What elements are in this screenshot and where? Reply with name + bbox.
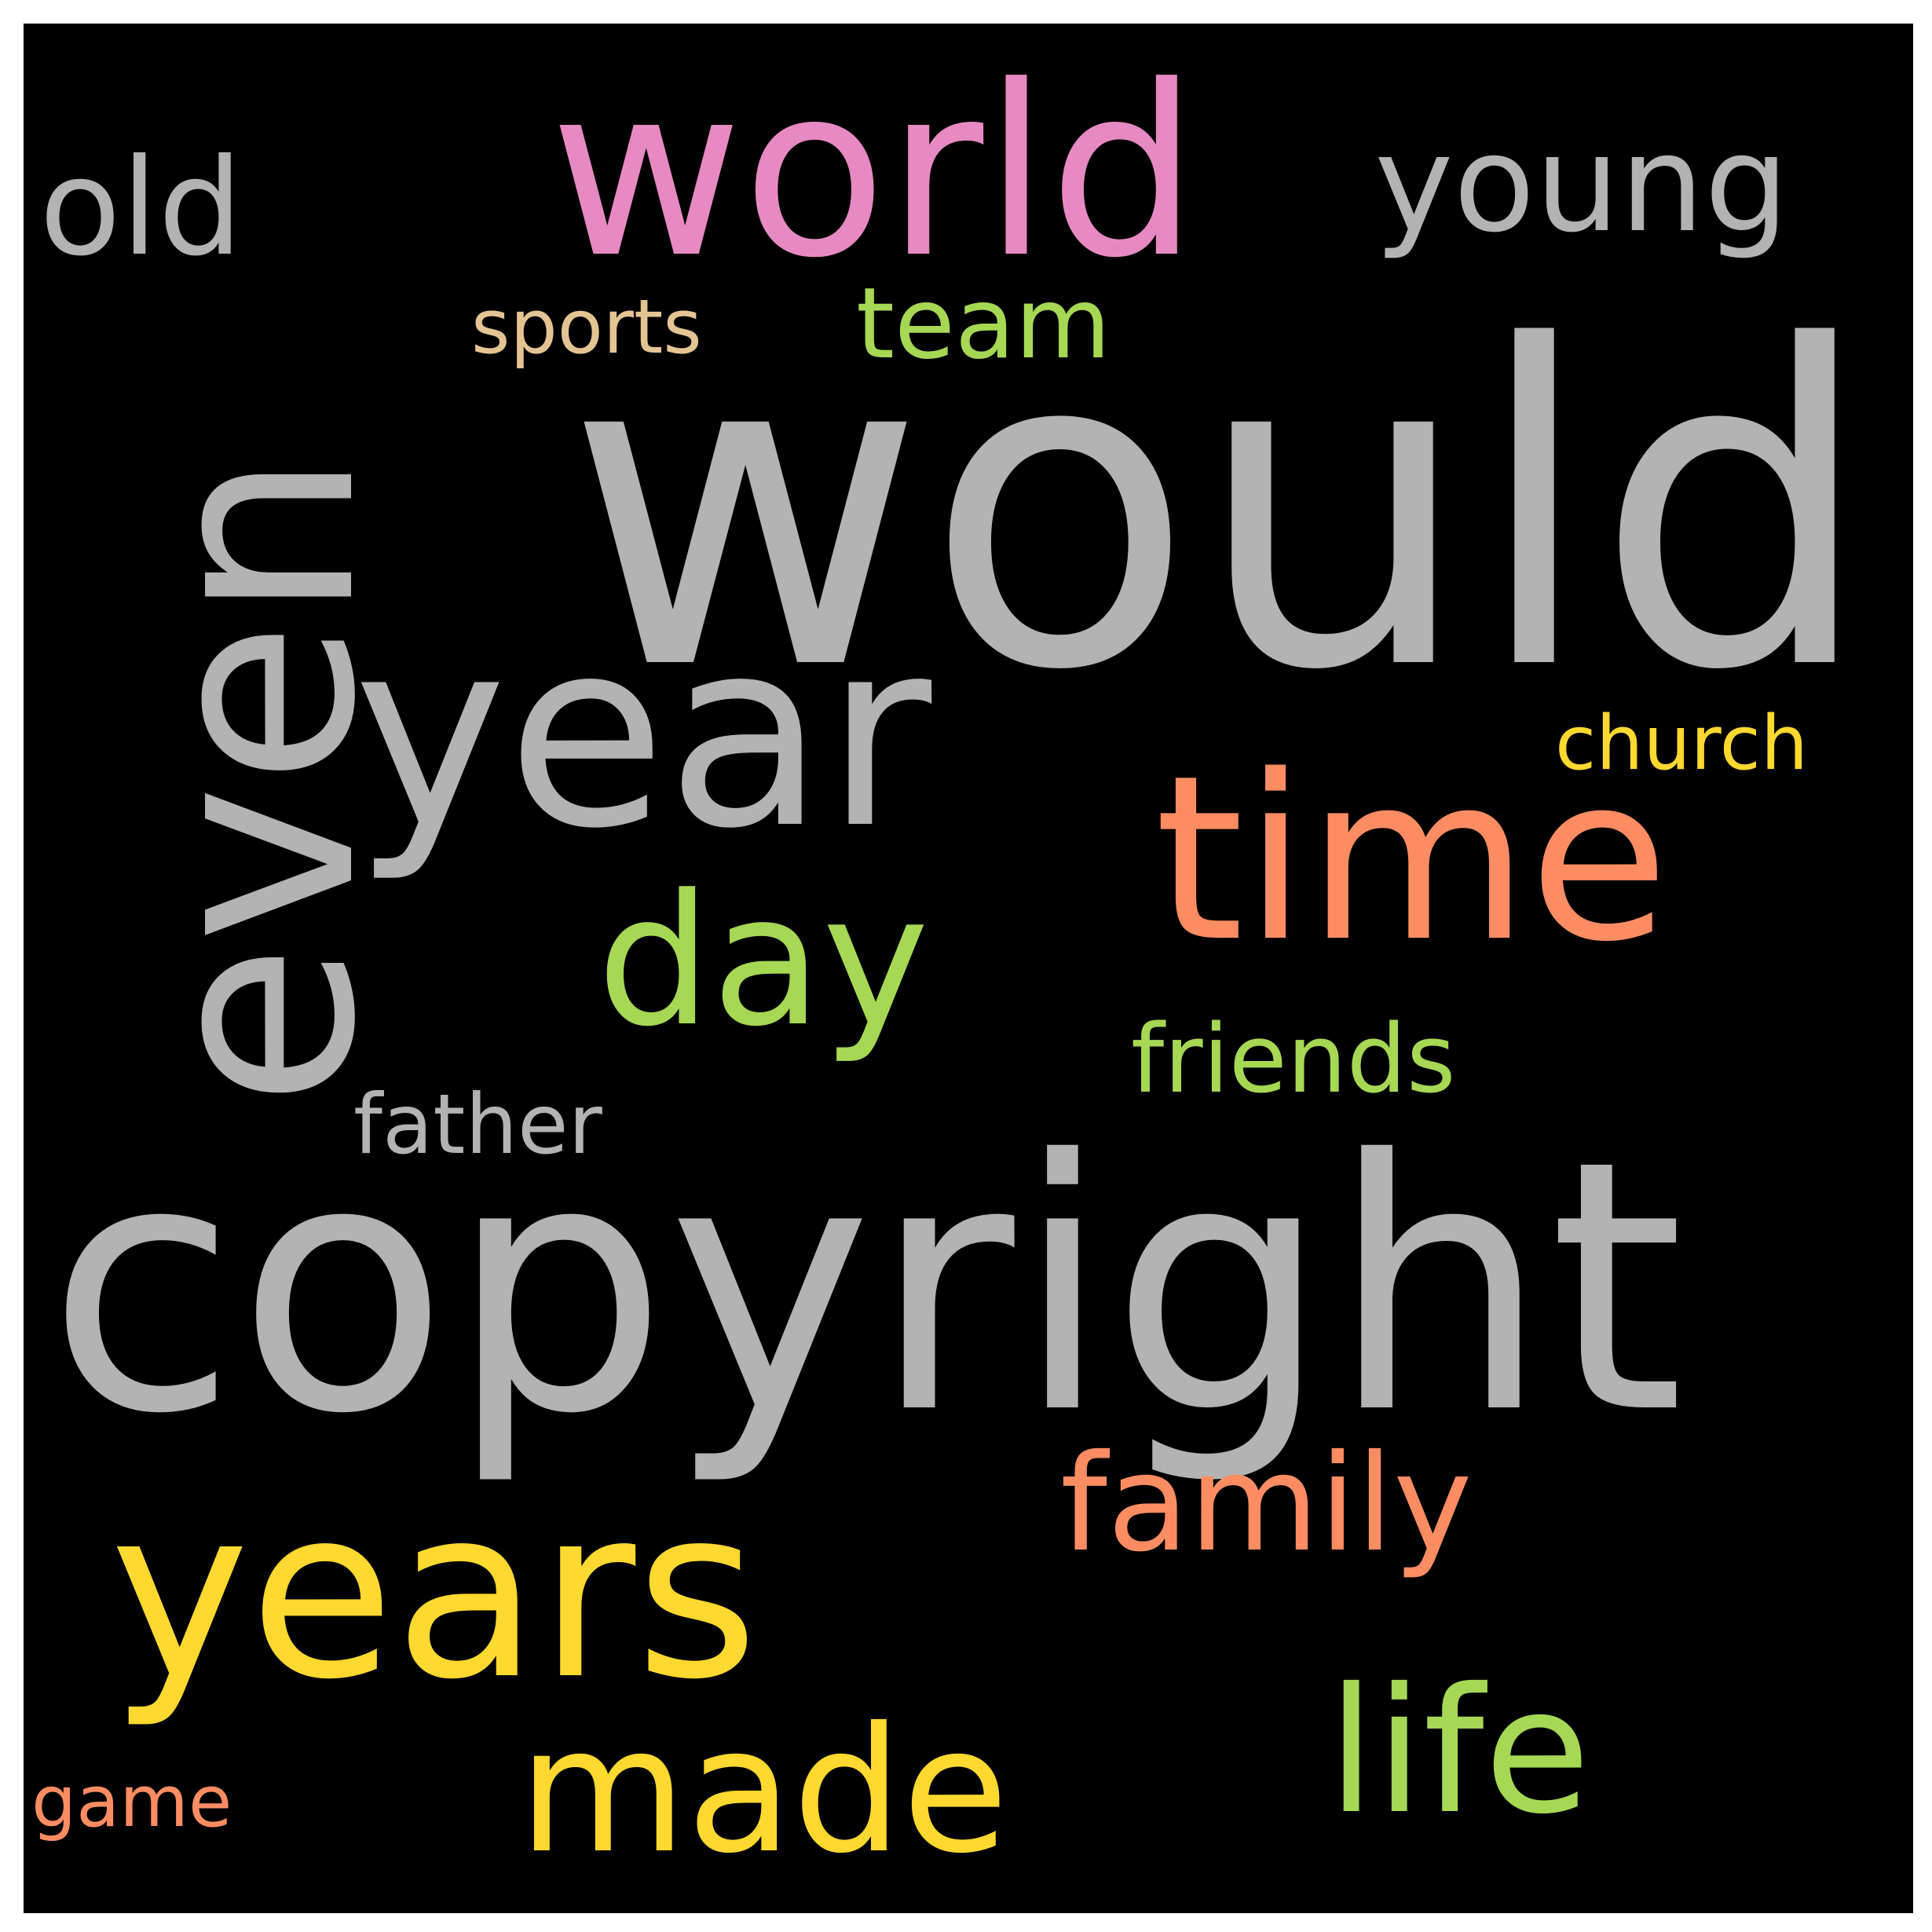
word-old: old	[39, 130, 243, 286]
word-team: team	[856, 267, 1111, 381]
word-game: game	[31, 1761, 232, 1843]
word-life: life	[1327, 1651, 1591, 1852]
word-day: day	[597, 857, 930, 1067]
word-made: made	[518, 1690, 1009, 1891]
word-church: church	[1555, 701, 1809, 787]
word-would: would	[565, 254, 1875, 767]
word-even: even	[104, 451, 415, 1107]
word-world: world	[550, 35, 1199, 309]
word-family: family	[1060, 1426, 1473, 1582]
word-cloud: would copyright even year world time yea…	[24, 24, 1913, 1913]
word-copyright: copyright	[47, 1087, 1685, 1489]
word-sports: sports	[471, 284, 702, 371]
word-years: years	[110, 1457, 759, 1731]
word-young: young	[1374, 107, 1790, 262]
word-friends: friends	[1131, 1005, 1456, 1114]
word-time: time	[1154, 727, 1670, 992]
word-year: year	[353, 584, 932, 885]
word-father: father	[353, 1077, 602, 1173]
